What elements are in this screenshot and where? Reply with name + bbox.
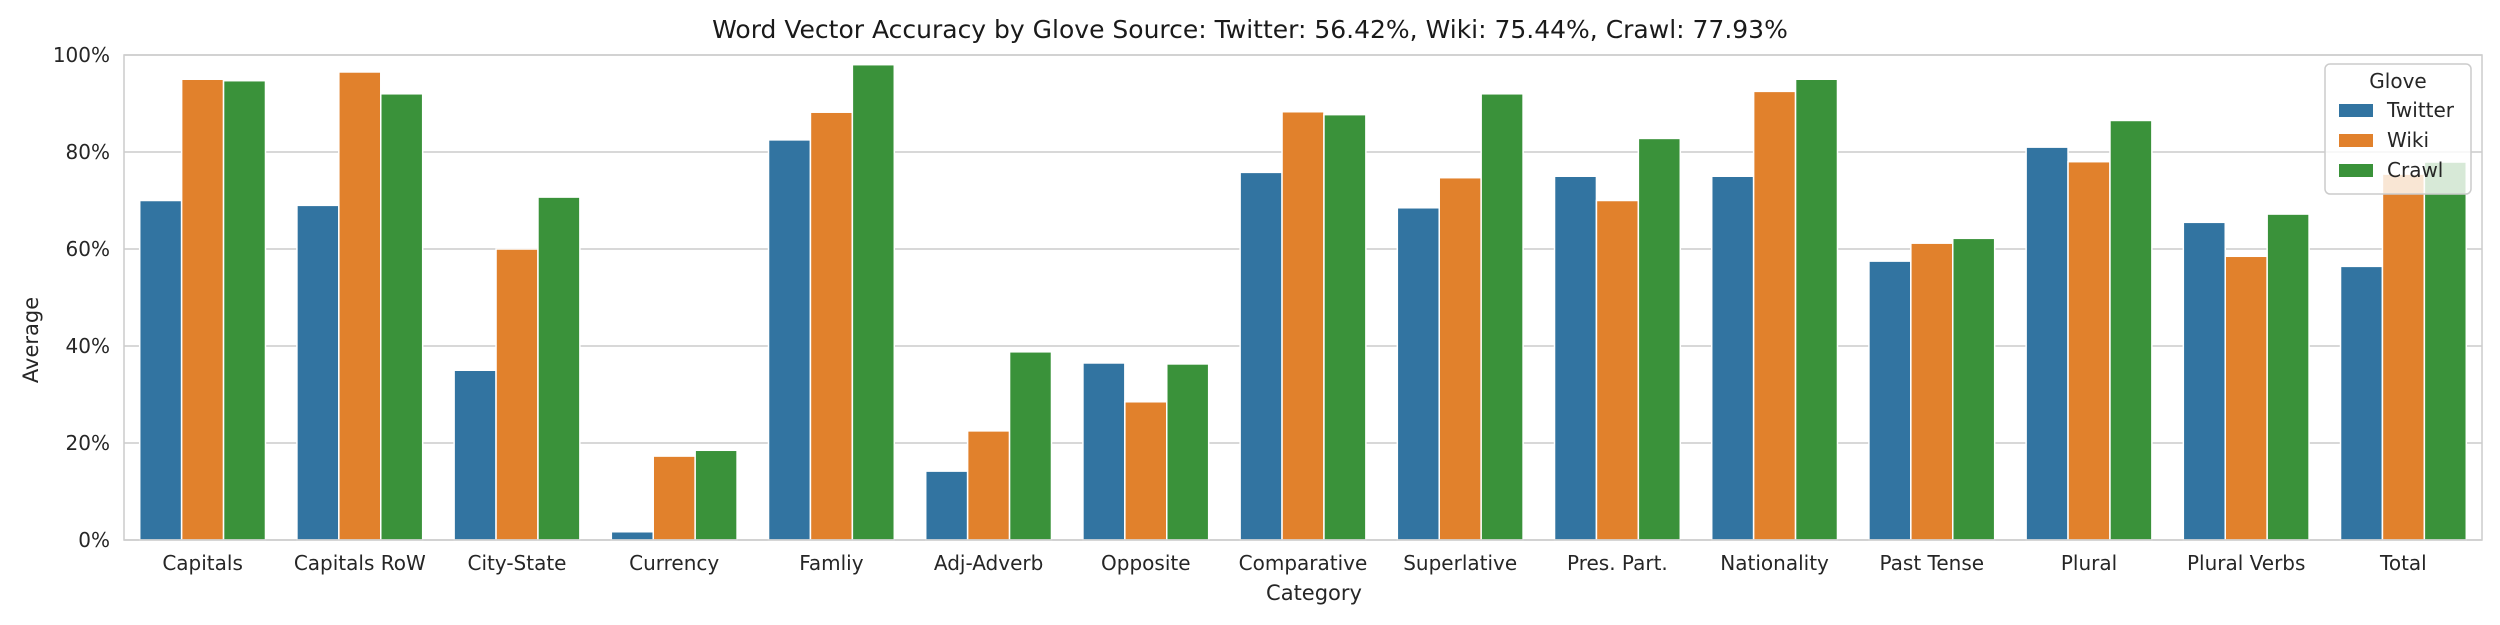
bar-crawl xyxy=(380,93,424,541)
x-tick-label: Comparative xyxy=(1239,551,1368,575)
legend-label-twitter: Twitter xyxy=(2386,98,2455,122)
bar-twitter xyxy=(296,204,340,541)
x-tick-label: Currency xyxy=(629,551,719,575)
y-tick-label: 40% xyxy=(66,334,110,358)
bar-wiki xyxy=(1438,176,1482,541)
bar-twitter xyxy=(610,531,654,541)
bars xyxy=(138,63,2468,541)
bar-twitter xyxy=(1082,362,1126,541)
x-tick-label: Nationality xyxy=(1720,551,1829,575)
bar-wiki xyxy=(1910,242,1954,541)
x-tick-label: Capitals xyxy=(162,551,243,575)
bar-twitter xyxy=(924,470,969,541)
legend: Glove Twitter Wiki Crawl xyxy=(2324,63,2472,195)
bar-crawl xyxy=(1008,351,1053,541)
bar-wiki xyxy=(1752,90,1797,541)
y-tick-label: 80% xyxy=(66,140,110,164)
bar-twitter xyxy=(453,369,497,541)
bar-twitter xyxy=(2182,221,2226,541)
plot-frame xyxy=(123,54,2483,541)
bar-crawl xyxy=(851,63,896,541)
bar-crawl xyxy=(1794,78,1839,541)
y-tick-label: 60% xyxy=(66,237,110,261)
x-tick-label: Superlative xyxy=(1403,551,1517,575)
bar-wiki xyxy=(809,111,854,541)
bar-wiki xyxy=(2067,160,2111,541)
bar-crawl xyxy=(2109,119,2153,541)
y-tick-label: 0% xyxy=(78,528,110,552)
bar-twitter xyxy=(1710,175,1755,541)
x-tick-label: Capitals RoW xyxy=(294,551,426,575)
axes: 0% 20% 40% 60% 80% 100% Capitals Capitals RoW Ci… xyxy=(53,43,2483,575)
legend-title: Glove xyxy=(2369,69,2426,93)
bar-crawl xyxy=(1637,137,1682,541)
bar-crawl xyxy=(1323,113,1367,541)
bar-wiki xyxy=(2381,173,2426,541)
chart-title: Word Vector Accuracy by Glove Source: Tw… xyxy=(712,15,1788,44)
bar-crawl xyxy=(2266,213,2310,541)
bar-wiki xyxy=(338,71,382,541)
bar-wiki xyxy=(2224,255,2268,541)
bar-crawl xyxy=(1480,93,1524,541)
x-tick-label: Pres. Part. xyxy=(1567,551,1668,575)
bar-wiki xyxy=(652,455,696,541)
x-tick-label: Plural xyxy=(2061,551,2117,575)
bar-wiki xyxy=(495,248,539,541)
bar-crawl xyxy=(537,196,581,541)
bar-wiki xyxy=(180,78,225,541)
legend-label-crawl: Crawl xyxy=(2387,158,2443,182)
x-tick-label: City-State xyxy=(467,551,566,575)
x-tick-label: Famliy xyxy=(799,551,864,575)
x-tick-label: Opposite xyxy=(1101,551,1191,575)
legend-box xyxy=(2324,63,2472,195)
bar-twitter xyxy=(767,139,812,541)
bar-twitter xyxy=(1239,171,1283,541)
legend-swatch-wiki xyxy=(2339,134,2373,147)
bar-wiki xyxy=(966,430,1011,541)
bar-twitter xyxy=(1396,207,1440,541)
bar-crawl xyxy=(2423,161,2468,541)
bar-crawl xyxy=(694,449,738,541)
bar-twitter xyxy=(1868,260,1912,541)
x-tick-label: Total xyxy=(2379,551,2427,575)
x-tick-label: Plural Verbs xyxy=(2187,551,2305,575)
bar-wiki xyxy=(1281,110,1325,541)
legend-swatch-crawl xyxy=(2339,164,2373,177)
legend-label-wiki: Wiki xyxy=(2387,128,2429,152)
bar-twitter xyxy=(138,199,183,541)
bar-wiki xyxy=(1595,199,1640,541)
x-tick-label: Past Tense xyxy=(1880,551,1985,575)
bar-wiki xyxy=(1124,401,1168,541)
bar-crawl xyxy=(1166,363,1210,541)
x-axis-label: Category xyxy=(1266,581,1362,605)
bar-crawl xyxy=(222,79,267,541)
bar-twitter xyxy=(2339,265,2384,541)
bar-crawl xyxy=(1952,237,1996,541)
y-axis-label: Average xyxy=(19,297,43,383)
y-tick-label: 100% xyxy=(53,43,110,67)
bar-twitter xyxy=(1553,175,1598,541)
y-tick-label: 20% xyxy=(66,431,110,455)
bar-twitter xyxy=(2025,146,2069,541)
x-tick-label: Adj-Adverb xyxy=(934,551,1043,575)
legend-swatch-twitter xyxy=(2339,104,2373,117)
